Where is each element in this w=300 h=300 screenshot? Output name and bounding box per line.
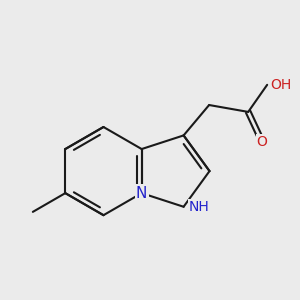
Text: N: N xyxy=(136,186,147,201)
Text: O: O xyxy=(257,135,268,149)
Text: NH: NH xyxy=(189,200,209,214)
Text: OH: OH xyxy=(270,78,291,92)
